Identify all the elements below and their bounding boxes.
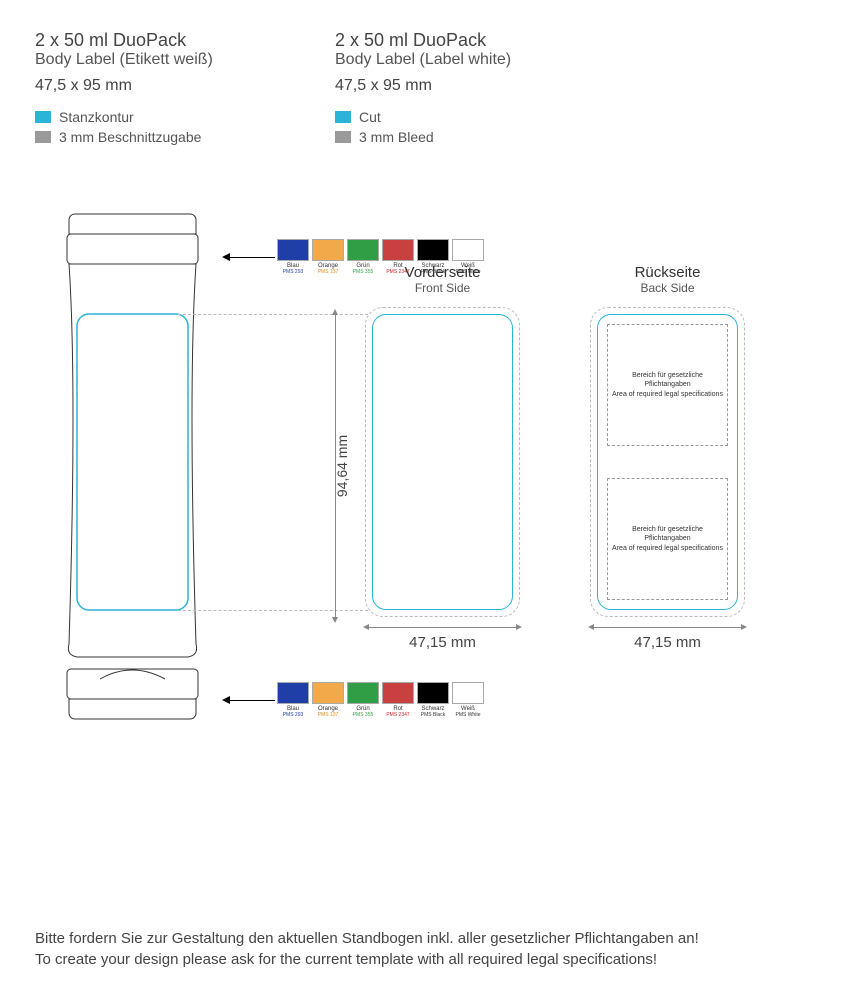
swatch-orange: OrangePMS 137 xyxy=(312,682,344,718)
header-row: 2 x 50 ml DuoPack Body Label (Etikett we… xyxy=(35,30,822,149)
legend-cut-en: Cut xyxy=(335,109,595,125)
swatch-weiß: WeißPMS White xyxy=(452,682,484,718)
swatch-schwarz: SchwarzPMS Black xyxy=(417,682,449,718)
dash-guide-top xyxy=(178,314,368,315)
labels-area: Vorderseite Front Side 47,15 mm Rückseit… xyxy=(365,264,745,651)
back-sub: Back Side xyxy=(590,281,745,295)
legal-box-bottom: Bereich für gesetzliche Pflichtangaben A… xyxy=(607,478,728,600)
header-de: 2 x 50 ml DuoPack Body Label (Etikett we… xyxy=(35,30,295,149)
arrow-bottom: BlauPMS 293OrangePMS 137GrünPMS 355RotPM… xyxy=(225,682,484,718)
sub-en: Body Label (Label white) xyxy=(335,51,595,69)
dash-guide-bottom xyxy=(178,610,368,611)
front-width-dim: 47,15 mm xyxy=(365,627,520,651)
color-swatches-bottom: BlauPMS 293OrangePMS 137GrünPMS 355RotPM… xyxy=(277,682,484,718)
dim-de: 47,5 x 95 mm xyxy=(35,77,295,95)
swatch-blau: BlauPMS 293 xyxy=(277,239,309,275)
back-title: Rückseite xyxy=(590,264,745,281)
front-label-outer xyxy=(365,307,520,617)
title-de: 2 x 50 ml DuoPack xyxy=(35,30,295,51)
front-label-cut xyxy=(372,314,513,610)
back-width-dim: 47,15 mm xyxy=(590,627,745,651)
legend-bleed-de: 3 mm Beschnittzugabe xyxy=(35,129,295,145)
back-label-outer: Bereich für gesetzliche Pflichtangaben A… xyxy=(590,307,745,617)
legal-box-top: Bereich für gesetzliche Pflichtangaben A… xyxy=(607,324,728,446)
front-title: Vorderseite xyxy=(365,264,520,281)
front-sub: Front Side xyxy=(365,281,520,295)
title-en: 2 x 50 ml DuoPack xyxy=(335,30,595,51)
front-label-col: Vorderseite Front Side 47,15 mm xyxy=(365,264,520,651)
legend-bleed-en: 3 mm Bleed xyxy=(335,129,595,145)
height-dimension: 94,64 mm xyxy=(335,311,336,621)
legend-cut-de: Stanzkontur xyxy=(35,109,295,125)
back-label-col: Rückseite Back Side Bereich für gesetzli… xyxy=(590,264,745,651)
swatch-blau: BlauPMS 293 xyxy=(277,682,309,718)
sub-de: Body Label (Etikett weiß) xyxy=(35,51,295,69)
dim-en: 47,5 x 95 mm xyxy=(335,77,595,95)
diagram-area: BlauPMS 293OrangePMS 137GrünPMS 355RotPM… xyxy=(35,209,822,909)
swatch-orange: OrangePMS 137 xyxy=(312,239,344,275)
swatch-rot: RotPMS 2347 xyxy=(382,682,414,718)
footer-text: Bitte fordern Sie zur Gestaltung den akt… xyxy=(35,928,699,970)
header-en: 2 x 50 ml DuoPack Body Label (Label whit… xyxy=(335,30,595,149)
swatch-grün: GrünPMS 355 xyxy=(347,682,379,718)
bottle-outline xyxy=(45,209,220,769)
